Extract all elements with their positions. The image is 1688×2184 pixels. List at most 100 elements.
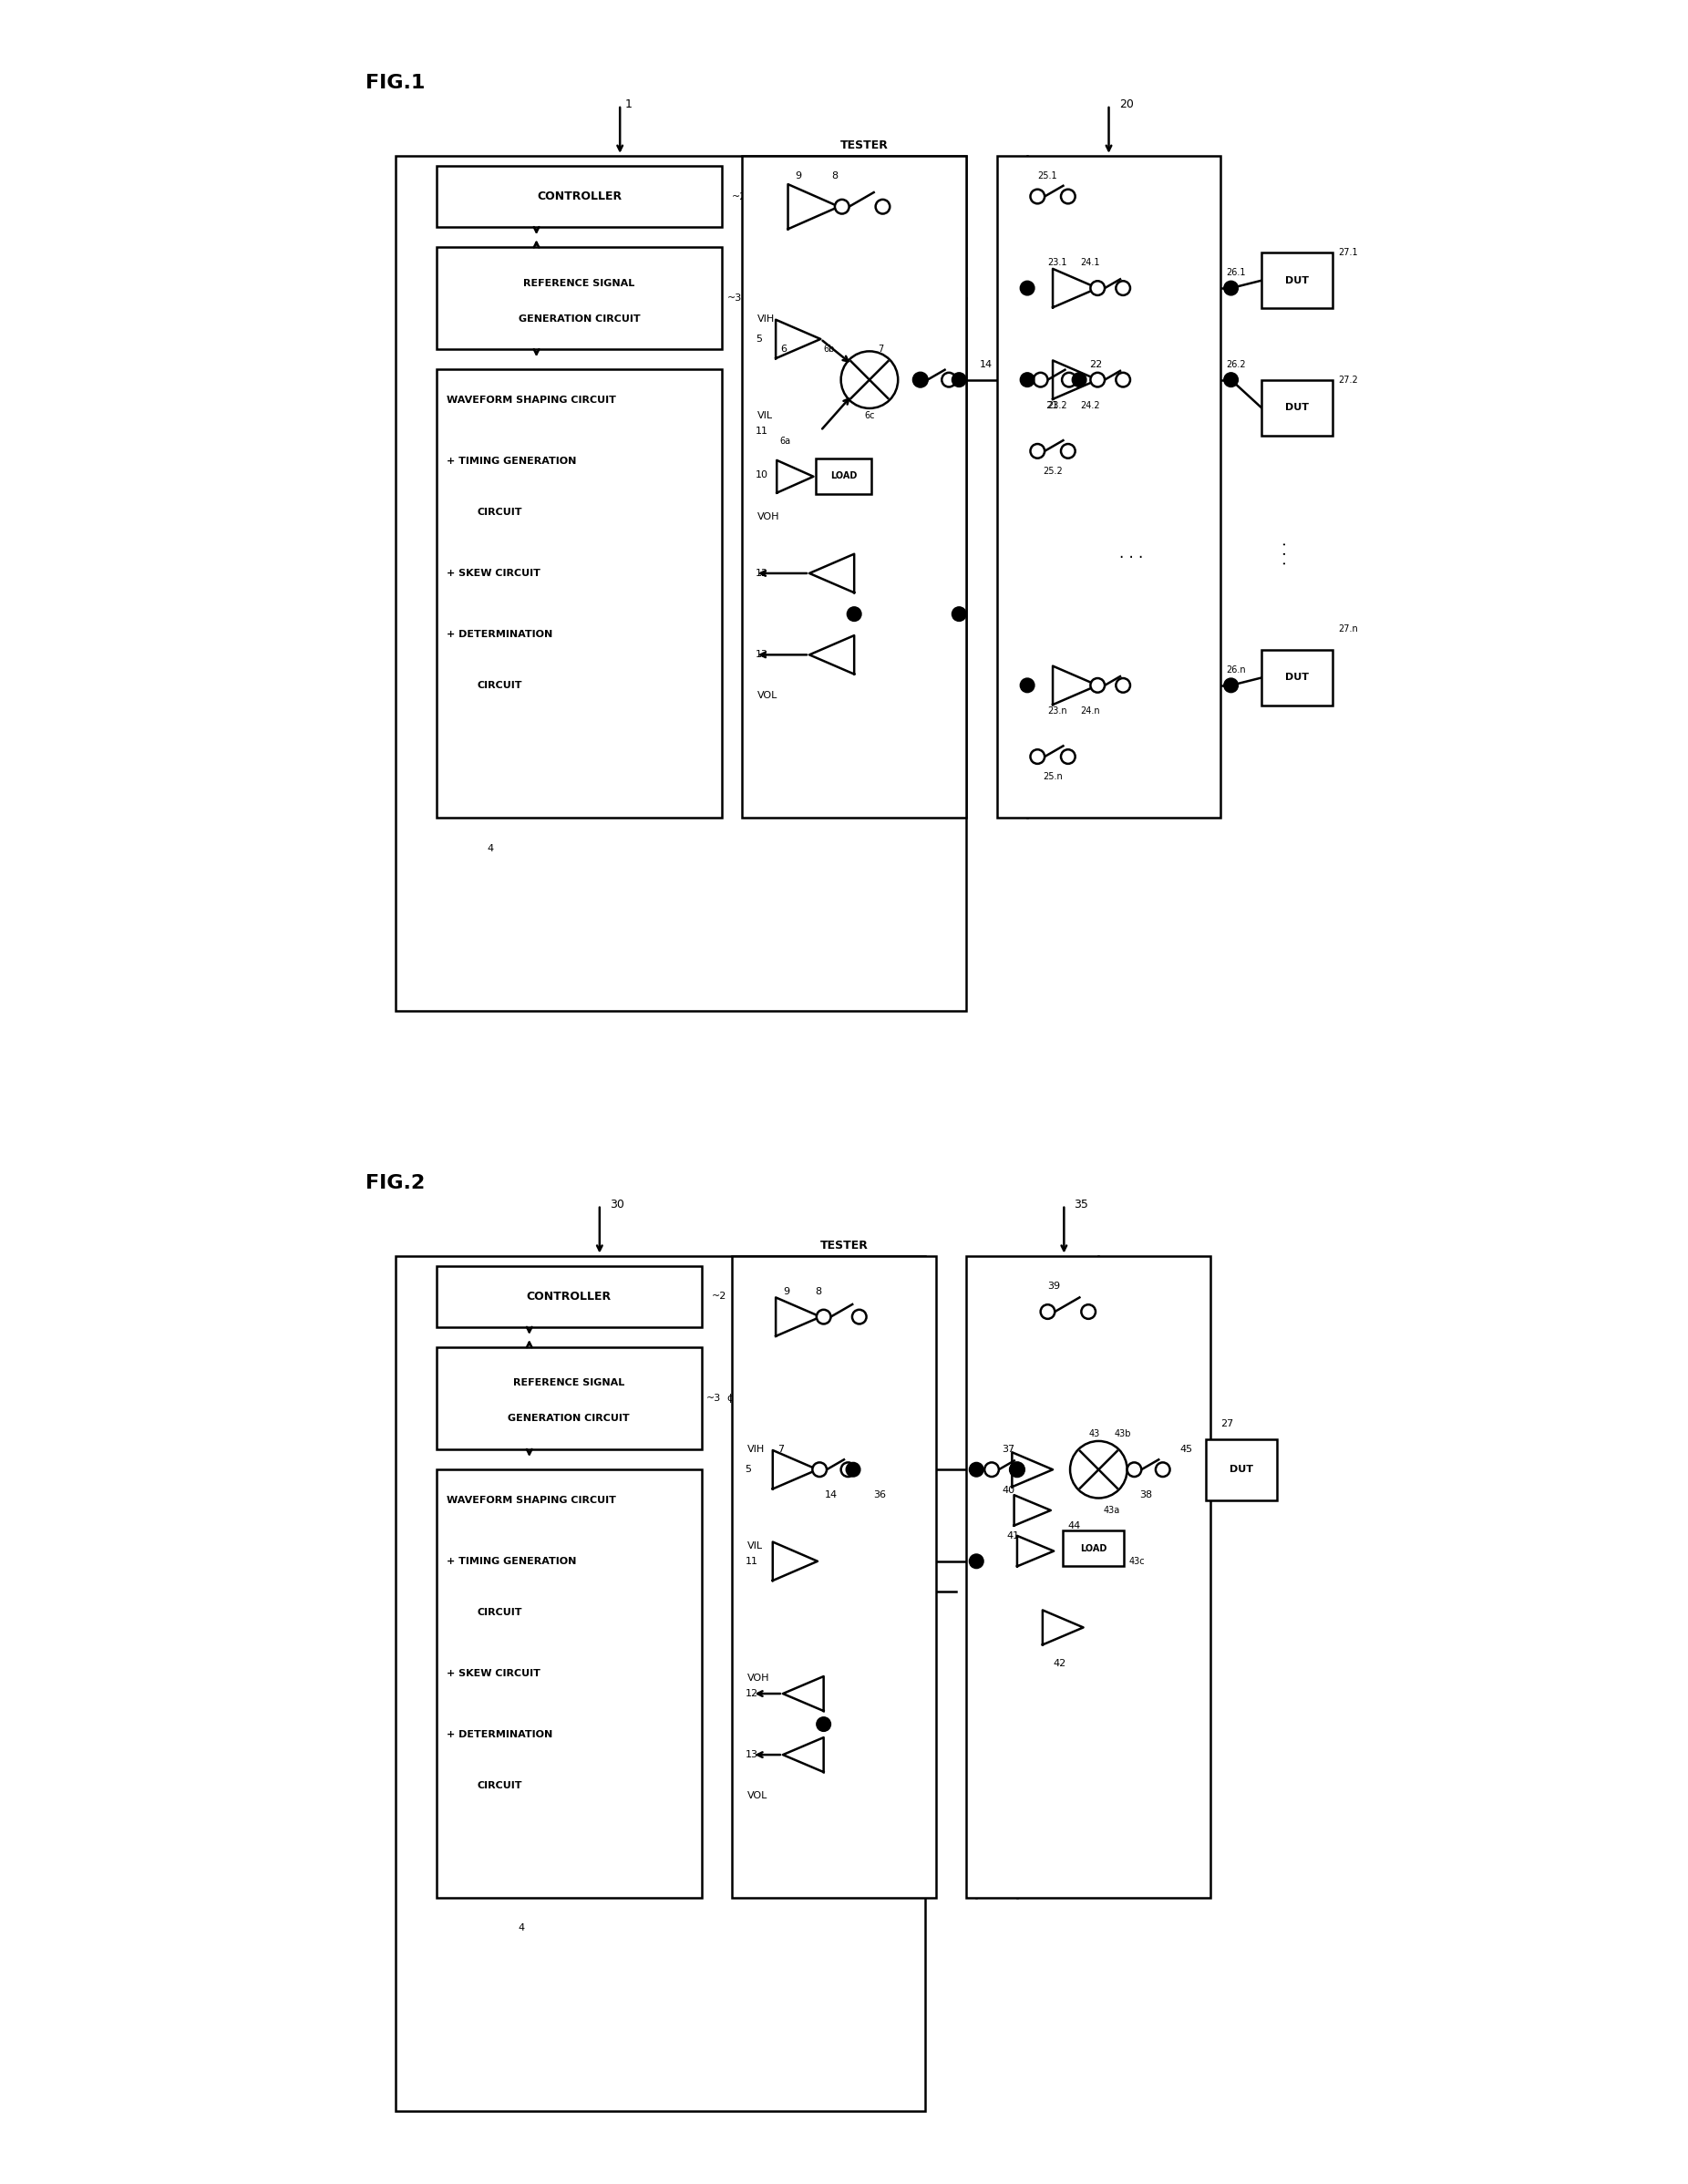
- Text: REFERENCE SIGNAL: REFERENCE SIGNAL: [523, 280, 635, 288]
- Text: CIRCUIT: CIRCUIT: [478, 1780, 523, 1791]
- Text: 6c: 6c: [864, 411, 874, 419]
- Text: 13: 13: [744, 1749, 758, 1760]
- Text: 23.n: 23.n: [1048, 705, 1067, 716]
- Text: DUT: DUT: [1285, 275, 1310, 286]
- Circle shape: [1033, 373, 1048, 387]
- Text: 43b: 43b: [1114, 1428, 1131, 1439]
- Circle shape: [1020, 679, 1035, 692]
- Text: 6b: 6b: [824, 345, 836, 354]
- Text: VIL: VIL: [748, 1542, 763, 1551]
- Text: 8: 8: [815, 1286, 822, 1295]
- Text: VOH: VOH: [748, 1673, 770, 1684]
- Text: TESTER: TESTER: [820, 1241, 868, 1251]
- Text: 24.n: 24.n: [1080, 705, 1101, 716]
- Circle shape: [969, 1555, 984, 1568]
- Bar: [966, 1256, 1210, 1898]
- Circle shape: [952, 373, 966, 387]
- Text: ϕS: ϕS: [728, 1393, 739, 1402]
- Text: 12: 12: [744, 1688, 758, 1699]
- Text: 7: 7: [778, 1444, 785, 1455]
- Text: 30: 30: [609, 1199, 625, 1210]
- Circle shape: [1090, 282, 1104, 295]
- Text: 26.1: 26.1: [1225, 269, 1246, 277]
- Circle shape: [913, 373, 927, 387]
- Circle shape: [1156, 1463, 1170, 1476]
- Circle shape: [1116, 679, 1131, 692]
- Bar: [1261, 649, 1334, 705]
- Text: 1: 1: [625, 98, 633, 111]
- Circle shape: [1030, 443, 1045, 459]
- Text: DUT: DUT: [1285, 673, 1310, 681]
- Text: 25.n: 25.n: [1043, 773, 1062, 782]
- Text: . . .: . . .: [1119, 544, 1143, 561]
- Bar: [1063, 1531, 1124, 1566]
- Text: 27.2: 27.2: [1339, 376, 1357, 384]
- Text: 4: 4: [488, 843, 495, 854]
- Text: VIL: VIL: [758, 411, 773, 419]
- Text: 25.2: 25.2: [1043, 467, 1062, 476]
- Bar: [437, 1348, 702, 1450]
- Text: 11: 11: [756, 426, 768, 435]
- Text: 37: 37: [1003, 1444, 1014, 1455]
- Text: 7: 7: [878, 345, 883, 354]
- Circle shape: [1116, 373, 1131, 387]
- Text: 4: 4: [518, 1924, 525, 1933]
- Text: FIG.1: FIG.1: [365, 74, 425, 92]
- Text: 27.1: 27.1: [1339, 249, 1357, 258]
- Text: 26.2: 26.2: [1225, 360, 1246, 369]
- Text: 20: 20: [1119, 98, 1133, 111]
- Text: 41: 41: [1008, 1531, 1020, 1540]
- Text: VOL: VOL: [748, 1791, 768, 1800]
- Circle shape: [1062, 749, 1075, 764]
- Text: ϕS: ϕS: [748, 293, 761, 304]
- Text: DUT: DUT: [1285, 404, 1310, 413]
- Bar: [1261, 380, 1334, 437]
- Bar: [437, 166, 722, 227]
- Circle shape: [1082, 1304, 1096, 1319]
- Text: 6: 6: [782, 345, 787, 354]
- Circle shape: [1062, 373, 1077, 387]
- Circle shape: [1030, 190, 1045, 203]
- Text: 42: 42: [1053, 1658, 1065, 1669]
- Text: 6a: 6a: [780, 437, 792, 446]
- Text: TESTER: TESTER: [841, 140, 888, 151]
- Circle shape: [1090, 679, 1104, 692]
- Circle shape: [1116, 282, 1131, 295]
- Text: DUT: DUT: [1229, 1465, 1252, 1474]
- Circle shape: [1070, 1441, 1128, 1498]
- Circle shape: [1072, 373, 1087, 387]
- Text: 11: 11: [744, 1557, 758, 1566]
- Bar: [397, 155, 966, 1011]
- Circle shape: [841, 1463, 856, 1476]
- Text: REFERENCE SIGNAL: REFERENCE SIGNAL: [513, 1378, 625, 1387]
- Circle shape: [969, 1463, 984, 1476]
- Text: . . .: . . .: [1274, 542, 1290, 566]
- Text: ~2: ~2: [712, 1293, 726, 1302]
- Circle shape: [847, 607, 861, 620]
- Text: 13: 13: [756, 651, 768, 660]
- Text: 9: 9: [783, 1286, 790, 1295]
- Circle shape: [1020, 282, 1035, 295]
- Text: ~3: ~3: [728, 293, 741, 304]
- Circle shape: [852, 1310, 866, 1324]
- Bar: [815, 459, 871, 494]
- Bar: [1261, 253, 1334, 308]
- Text: 12: 12: [756, 568, 768, 579]
- Text: 27: 27: [1220, 1420, 1234, 1428]
- Circle shape: [1090, 373, 1104, 387]
- Text: VIH: VIH: [748, 1444, 765, 1455]
- Circle shape: [1009, 1463, 1025, 1476]
- Circle shape: [817, 1310, 830, 1324]
- Text: + TIMING GENERATION: + TIMING GENERATION: [447, 1557, 577, 1566]
- Bar: [733, 1256, 935, 1898]
- Bar: [743, 155, 966, 817]
- Text: 23.1: 23.1: [1048, 258, 1067, 266]
- Text: 10: 10: [756, 470, 768, 478]
- Text: 43a: 43a: [1104, 1505, 1121, 1516]
- Circle shape: [952, 607, 966, 620]
- Text: LOAD: LOAD: [830, 472, 858, 480]
- Text: 21: 21: [1045, 400, 1058, 411]
- Text: 38: 38: [1139, 1489, 1153, 1500]
- Circle shape: [1030, 749, 1045, 764]
- Bar: [437, 369, 722, 817]
